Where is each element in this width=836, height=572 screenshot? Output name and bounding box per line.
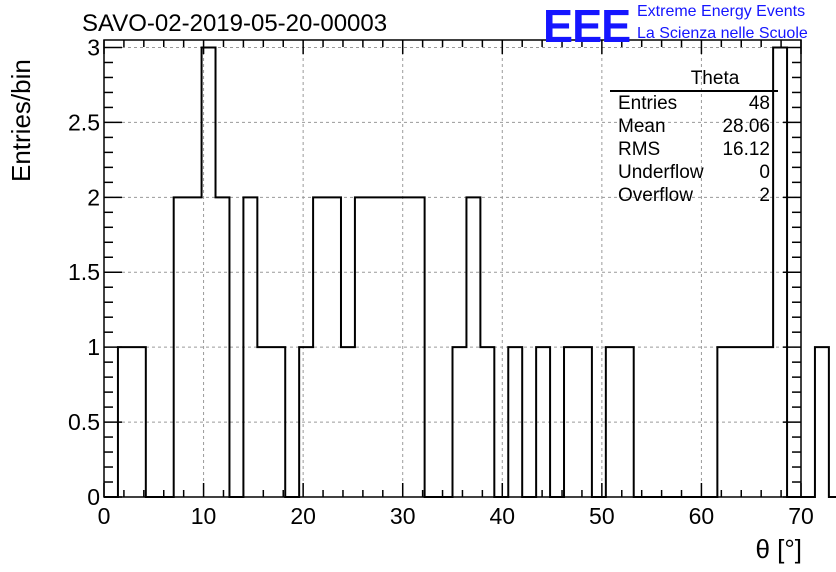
x-tick-label: 30: [390, 503, 416, 529]
stats-row: Mean 28.06: [610, 115, 778, 138]
histogram-bin: [132, 347, 146, 497]
histogram-bin: [299, 347, 313, 497]
eee-logo: EEE: [543, 0, 631, 52]
histogram-bin: [606, 347, 620, 497]
x-tick-label: 70: [788, 503, 814, 529]
x-tick-label: 20: [290, 503, 316, 529]
stats-value: 28.06: [722, 116, 770, 137]
stats-label: Underflow: [618, 162, 704, 183]
logo-line-1: Extreme Energy Events: [637, 3, 806, 20]
stats-label: Overflow: [618, 185, 693, 206]
stats-title: Theta: [610, 68, 778, 92]
y-tick-label: 0: [87, 484, 100, 510]
y-tick-label: 1: [87, 334, 100, 360]
axis-ticks: [103, 40, 802, 498]
plot-title: SAVO-02-2019-05-20-00003: [82, 10, 388, 37]
stats-box: Theta Entries 48 Mean 28.06 RMS 16.12 Un…: [610, 68, 778, 207]
stats-row: Entries 48: [610, 92, 778, 115]
histogram-bin: [174, 197, 188, 497]
y-tick-label: 3: [87, 34, 100, 60]
histogram-bin: [216, 197, 230, 497]
stats-value: 16.12: [722, 139, 770, 160]
y-tick-label: 0.5: [68, 409, 100, 435]
x-tick-label: 0: [98, 503, 111, 529]
stats-label: RMS: [618, 139, 661, 160]
histogram-bin: [257, 347, 271, 497]
histogram-bin: [731, 347, 745, 497]
stats-row: Underflow 0: [610, 161, 778, 184]
plot-frame: [103, 39, 802, 498]
y-tick-label: 1.5: [68, 259, 100, 285]
axes-frame: [103, 39, 802, 498]
stats-value: 2: [759, 185, 770, 206]
stats-value: 48: [748, 93, 770, 114]
stats-label: Mean: [618, 116, 666, 137]
x-tick-label: 40: [489, 503, 515, 529]
x-tick-label: 50: [589, 503, 615, 529]
stats-value: 0: [759, 162, 770, 183]
y-tick-label: 2.5: [68, 109, 100, 135]
stats-row: RMS 16.12: [610, 138, 778, 161]
x-tick-label: 10: [191, 503, 217, 529]
y-tick-label: 2: [87, 184, 100, 210]
histogram-bin: [815, 347, 829, 497]
stats-label: Entries: [618, 93, 678, 114]
x-tick-label: 60: [689, 503, 715, 529]
logo-line-2: La Scienza nelle Scuole: [637, 25, 808, 42]
x-axis-label: θ [°]: [755, 534, 802, 564]
stats-row: Overflow 2: [610, 184, 778, 207]
y-axis-label: Entries/bin: [6, 59, 36, 182]
